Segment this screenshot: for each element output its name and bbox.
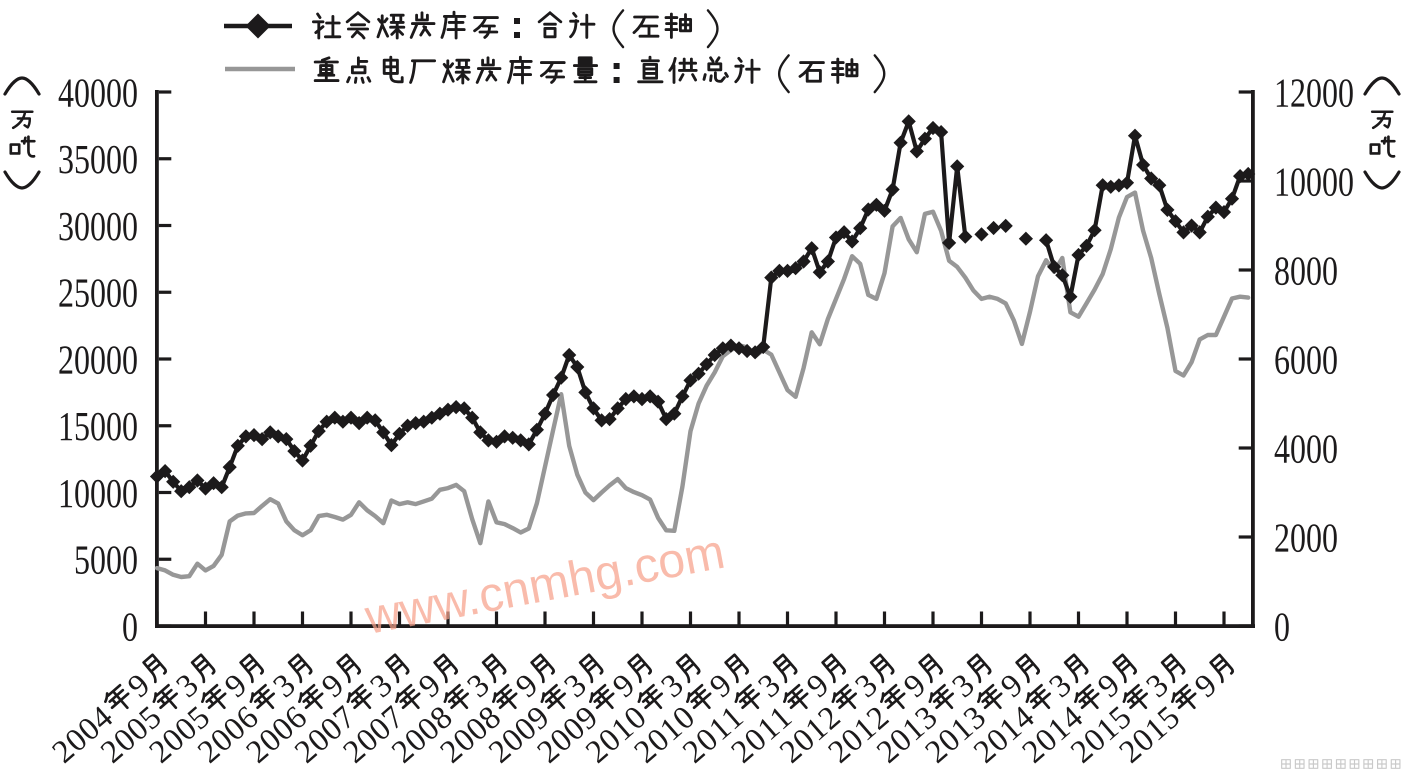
svg-text:0: 0 bbox=[122, 603, 138, 649]
svg-text:6000: 6000 bbox=[1274, 336, 1338, 382]
svg-text:8000: 8000 bbox=[1274, 247, 1338, 293]
svg-text:2000: 2000 bbox=[1274, 514, 1338, 560]
svg-text:30000: 30000 bbox=[58, 203, 138, 249]
svg-text:10000: 10000 bbox=[58, 470, 138, 516]
svg-text:20000: 20000 bbox=[58, 336, 138, 382]
svg-text:10000: 10000 bbox=[1274, 158, 1354, 204]
svg-text:25000: 25000 bbox=[58, 270, 138, 316]
svg-text:15000: 15000 bbox=[58, 403, 138, 449]
svg-text:4000: 4000 bbox=[1274, 425, 1338, 471]
svg-text:40000: 40000 bbox=[58, 69, 138, 115]
svg-text:12000: 12000 bbox=[1274, 69, 1354, 115]
svg-text:0: 0 bbox=[1274, 603, 1290, 649]
svg-text:5000: 5000 bbox=[74, 537, 138, 583]
svg-text:35000: 35000 bbox=[58, 136, 138, 182]
